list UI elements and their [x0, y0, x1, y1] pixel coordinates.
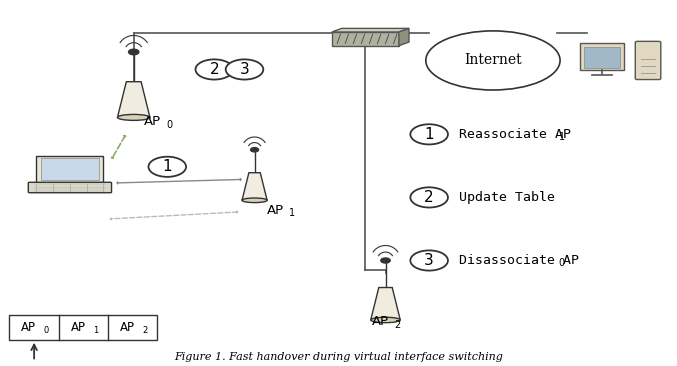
Ellipse shape: [242, 198, 267, 203]
Circle shape: [148, 157, 186, 177]
Text: 0: 0: [166, 120, 172, 130]
Polygon shape: [371, 288, 400, 320]
FancyBboxPatch shape: [28, 182, 112, 193]
Text: AP: AP: [144, 115, 161, 128]
Polygon shape: [118, 82, 150, 117]
Text: 1: 1: [93, 326, 98, 335]
Text: 1: 1: [424, 127, 434, 142]
Text: 1: 1: [289, 208, 295, 218]
Circle shape: [225, 59, 263, 79]
FancyBboxPatch shape: [635, 41, 661, 79]
Bar: [332, 32, 399, 46]
Circle shape: [196, 59, 233, 79]
Ellipse shape: [118, 115, 150, 120]
Text: 0: 0: [43, 326, 49, 335]
Text: Figure 1. Fast handover during virtual interface switching: Figure 1. Fast handover during virtual i…: [174, 352, 503, 362]
Ellipse shape: [426, 31, 560, 90]
Text: 3: 3: [424, 253, 434, 268]
Text: 2: 2: [209, 62, 219, 77]
Circle shape: [410, 250, 448, 270]
Ellipse shape: [371, 317, 400, 323]
Polygon shape: [399, 29, 409, 46]
Polygon shape: [242, 173, 267, 200]
FancyBboxPatch shape: [584, 47, 620, 68]
Circle shape: [250, 147, 259, 152]
FancyBboxPatch shape: [37, 156, 104, 183]
Text: AP: AP: [372, 315, 389, 328]
Text: 1: 1: [162, 159, 172, 174]
Text: 0: 0: [559, 258, 565, 268]
Text: 1: 1: [559, 132, 565, 142]
Circle shape: [380, 258, 390, 263]
Bar: [9, 314, 157, 340]
Circle shape: [410, 124, 448, 145]
Text: Disassociate AP: Disassociate AP: [460, 254, 580, 267]
Polygon shape: [332, 29, 409, 32]
Text: AP: AP: [70, 321, 85, 334]
Text: Reassociate AP: Reassociate AP: [460, 128, 571, 141]
Circle shape: [410, 187, 448, 208]
Text: AP: AP: [120, 321, 135, 334]
Circle shape: [129, 49, 139, 55]
FancyBboxPatch shape: [41, 158, 99, 180]
Text: Update Table: Update Table: [460, 191, 555, 204]
Text: Internet: Internet: [464, 53, 522, 67]
Text: 2: 2: [142, 326, 148, 335]
Text: AP: AP: [267, 203, 284, 217]
Text: AP: AP: [21, 321, 37, 334]
Text: 3: 3: [240, 62, 249, 77]
Text: 2: 2: [394, 320, 401, 330]
Text: 2: 2: [424, 190, 434, 205]
FancyBboxPatch shape: [580, 43, 624, 70]
